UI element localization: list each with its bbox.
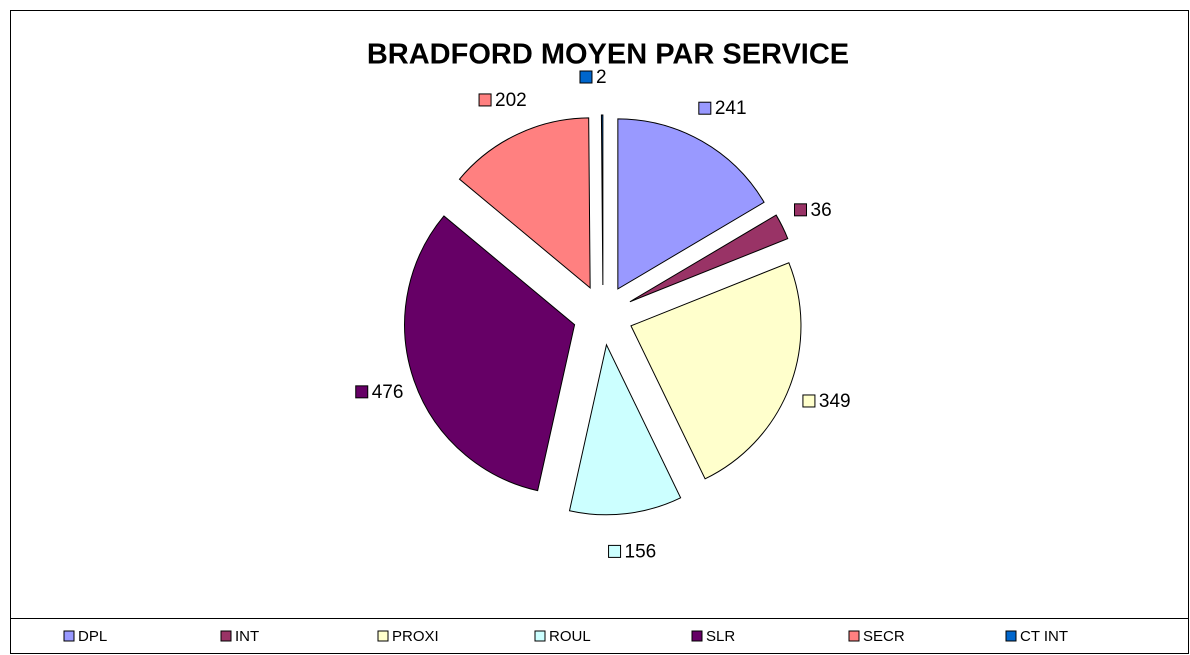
data-label: 241 — [715, 98, 747, 119]
legend-marker — [63, 630, 75, 642]
pie-slice — [630, 262, 802, 480]
legend-label: DPL — [78, 628, 107, 645]
data-label: 476 — [372, 382, 404, 403]
label-marker — [579, 70, 593, 84]
label-marker — [698, 101, 712, 115]
legend-label: CT INT — [1020, 628, 1068, 645]
label-marker — [478, 93, 492, 107]
legend-label: ROUL — [549, 628, 591, 645]
data-label: 2 — [596, 67, 607, 88]
pie-slice — [600, 114, 604, 286]
legend-label: INT — [235, 628, 259, 645]
pie-slice — [458, 117, 591, 289]
chart-title: BRADFORD MOYEN PAR SERVICE — [367, 39, 849, 71]
legend-marker — [1005, 630, 1017, 642]
legend-marker — [220, 630, 232, 642]
label-marker — [802, 394, 816, 408]
pie-slice — [568, 343, 682, 516]
legend-marker — [691, 630, 703, 642]
label-marker — [794, 203, 808, 217]
legend-box — [10, 618, 1189, 654]
data-label: 156 — [625, 541, 657, 562]
legend-marker — [848, 630, 860, 642]
data-label: 36 — [811, 200, 832, 221]
legend-label: SLR — [706, 628, 735, 645]
legend: DPL INT PROXI ROUL SLR SECR CT INT — [63, 628, 1068, 645]
data-label: 349 — [819, 391, 851, 412]
chart-border — [10, 10, 1189, 654]
pie-slice — [404, 215, 576, 492]
label-marker — [608, 544, 622, 558]
data-label: 202 — [495, 90, 527, 111]
pie-slice — [629, 214, 789, 303]
pie-slice — [617, 118, 765, 290]
legend-marker — [377, 630, 389, 642]
legend-label: PROXI — [392, 628, 439, 645]
legend-marker — [534, 630, 546, 642]
label-marker — [355, 385, 369, 399]
legend-label: SECR — [863, 628, 905, 645]
